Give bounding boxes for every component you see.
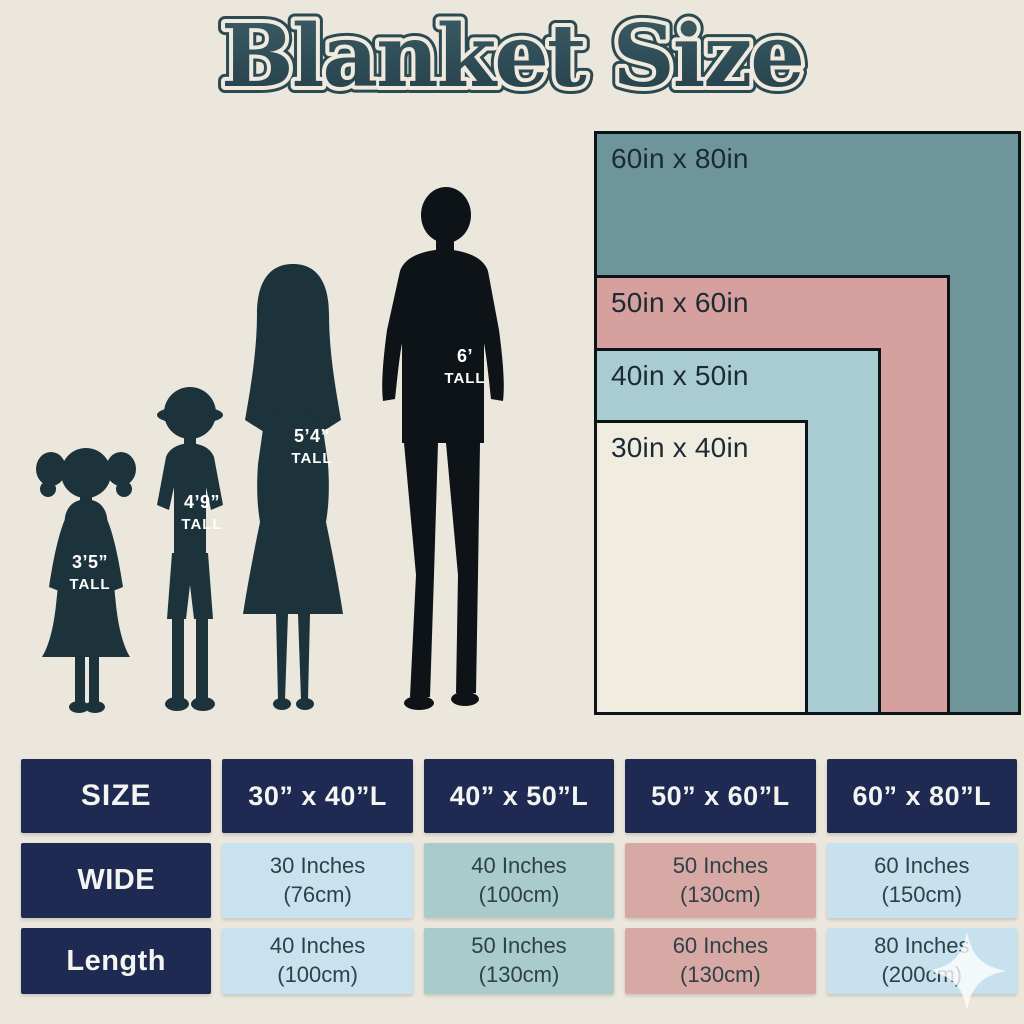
cell-line2: (76cm): [283, 881, 352, 907]
girl-height-label: 3’5” TALL: [48, 552, 132, 594]
row-label: WIDE: [77, 864, 156, 896]
height-suffix: TALL: [69, 575, 111, 593]
cell-line2: (130cm): [680, 881, 761, 907]
table-row-label-length: Length: [21, 928, 212, 994]
blanket-rect-label: 60in x 80in: [611, 143, 749, 174]
cell-line2: (100cm): [277, 962, 358, 987]
cell-line1: 40 Inches: [269, 933, 366, 959]
cell-line1: 80 Inches: [874, 933, 970, 959]
boy-height-label: 4’9” TALL: [160, 492, 244, 534]
cell-wide-50x60: 50 Inches (130cm): [625, 843, 816, 918]
boy-silhouette-icon: [157, 387, 223, 711]
cell-line1: 60 Inches: [874, 852, 970, 878]
size-table: SIZE 30” x 40”L 40” x 50”L 50” x 60”L 60…: [21, 759, 1017, 994]
cell-line1: 50 Inches: [672, 852, 769, 878]
page-title-outline: Blanket Size: [221, 6, 803, 107]
table-header-40x50: 40” x 50”L: [423, 759, 615, 833]
blanket-rect-30x40: 30in x 40in: [594, 420, 808, 715]
cell-length-30x40: 40 Inches (100cm): [222, 928, 413, 994]
cell-line2: (130cm): [478, 962, 560, 987]
table-header-50x60: 50” x 60”L: [625, 759, 816, 833]
page-title-text: Blanket Size: [221, 6, 803, 107]
row-label: Length: [66, 944, 167, 977]
cell-wide-30x40: 30 Inches (76cm): [222, 843, 413, 918]
blanket-rect-label: 50in x 60in: [611, 287, 749, 318]
table-header-label: 30” x 40”L: [248, 780, 387, 811]
height-value: 3’5”: [71, 552, 109, 572]
height-suffix: TALL: [291, 449, 333, 467]
height-suffix: TALL: [181, 515, 223, 533]
table-header-30x40: 30” x 40”L: [222, 759, 413, 833]
cell-wide-40x50: 40 Inches (100cm): [423, 843, 615, 918]
woman-silhouette-icon: [243, 264, 343, 710]
blanket-rect-label: 30in x 40in: [611, 432, 749, 463]
girl-silhouette-icon: [36, 448, 136, 713]
cell-line1: 30 Inches: [269, 852, 366, 878]
table-header-label: SIZE: [80, 779, 152, 812]
page-title: Blanket Size Blanket Size Blanket Size: [214, 0, 812, 114]
table-row-label-wide: WIDE: [21, 843, 212, 918]
man-silhouette-icon: [382, 187, 504, 710]
cell-line2: (100cm): [478, 881, 560, 907]
table-header-60x80: 60” x 80”L: [826, 759, 1017, 833]
cell-line1: 60 Inches: [672, 933, 769, 959]
page-title-inner-outline: Blanket Size: [221, 6, 803, 107]
table-header-label: 60” x 80”L: [852, 780, 992, 811]
height-suffix: TALL: [444, 369, 486, 387]
sparkle-icon: [928, 932, 1006, 1010]
cell-line2: (150cm): [881, 881, 963, 907]
height-value: 6’: [456, 346, 473, 366]
cell-length-60x80: 80 Inches (200cm): [826, 928, 1017, 994]
cell-line1: 40 Inches: [471, 852, 567, 878]
man-height-label: 6’ TALL: [423, 346, 507, 388]
table-header-size: SIZE: [21, 759, 212, 833]
cell-length-40x50: 50 Inches (130cm): [423, 928, 615, 994]
table-header-label: 40” x 50”L: [449, 780, 589, 811]
cell-line2: (130cm): [680, 962, 761, 987]
woman-height-label: 5’4” TALL: [270, 426, 354, 468]
cell-length-50x60: 60 Inches (130cm): [625, 928, 816, 994]
height-value: 5’4”: [293, 426, 331, 446]
table-header-label: 50” x 60”L: [651, 780, 790, 811]
cell-wide-60x80: 60 Inches (150cm): [826, 843, 1017, 918]
cell-line1: 50 Inches: [471, 933, 567, 959]
blanket-rect-label: 40in x 50in: [611, 360, 749, 391]
height-value: 4’9”: [183, 492, 221, 512]
